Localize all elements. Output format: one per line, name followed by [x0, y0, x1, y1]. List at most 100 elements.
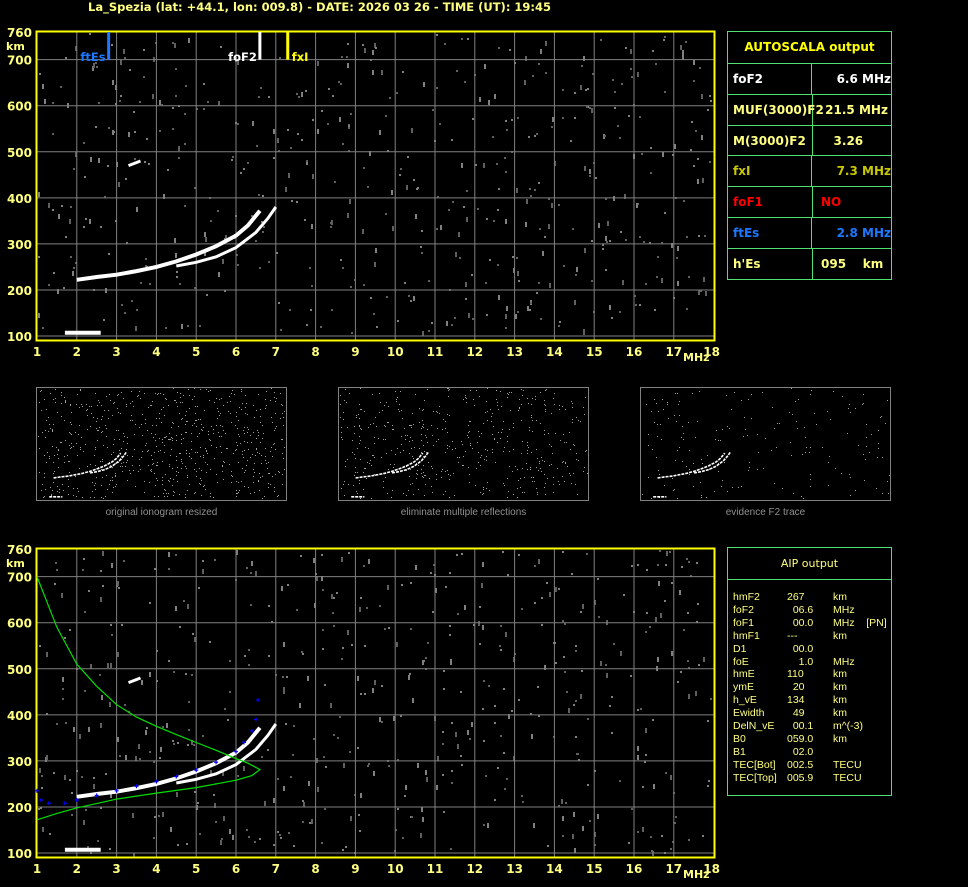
noise-echo: [527, 445, 528, 446]
noise-echo: [777, 423, 778, 424]
noise-echo: [418, 489, 419, 490]
aip-value: 110: [787, 668, 804, 681]
noise-echo: [441, 477, 442, 478]
noise-echo: [697, 603, 699, 605]
noise-echo: [275, 428, 276, 429]
noise-echo: [271, 447, 272, 448]
noise-echo: [204, 410, 205, 411]
noise-echo: [500, 649, 502, 651]
y-tick-label: 400: [7, 709, 32, 723]
noise-echo: [562, 406, 563, 407]
noise-echo: [211, 445, 212, 446]
noise-echo: [260, 442, 261, 443]
noise-echo: [379, 393, 380, 394]
noise-echo: [395, 391, 396, 392]
noise-echo: [849, 474, 850, 475]
noise-echo: [457, 744, 459, 749]
noise-echo: [86, 404, 87, 405]
noise-echo: [195, 406, 196, 407]
noise-echo: [200, 447, 201, 448]
noise-echo: [91, 406, 92, 407]
noise-echo: [77, 488, 78, 489]
noise-echo: [256, 438, 257, 439]
noise-echo: [340, 417, 341, 418]
noise-echo: [253, 432, 254, 433]
y-tick-label: 700: [7, 571, 32, 585]
noise-echo: [238, 482, 239, 483]
noise-echo: [92, 482, 93, 483]
noise-echo: [404, 282, 406, 284]
noise-echo: [342, 439, 343, 440]
noise-echo: [450, 848, 452, 850]
noise-echo: [524, 477, 525, 478]
noise-echo: [477, 208, 479, 210]
noise-echo: [271, 621, 273, 623]
noise-echo: [688, 561, 690, 563]
noise-echo: [374, 262, 376, 267]
noise-echo: [174, 238, 176, 243]
noise-echo: [553, 484, 554, 485]
noise-echo: [691, 121, 693, 123]
noise-echo: [697, 179, 699, 184]
noise-echo: [273, 444, 274, 445]
noise-echo: [121, 448, 122, 449]
noise-echo: [413, 424, 414, 425]
noise-echo: [356, 491, 357, 492]
noise-echo: [489, 490, 490, 491]
noise-echo: [138, 471, 139, 472]
noise-echo: [206, 472, 207, 473]
noise-echo: [676, 257, 678, 259]
noise-echo: [689, 450, 690, 451]
noise-echo: [518, 554, 520, 556]
y-tick-label: 500: [7, 146, 32, 160]
noise-echo: [94, 485, 95, 486]
noise-echo: [313, 558, 315, 563]
noise-echo: [540, 49, 542, 54]
noise-echo: [605, 664, 607, 666]
noise-echo: [276, 426, 277, 427]
noise-echo: [436, 411, 437, 412]
noise-echo: [440, 225, 442, 230]
noise-echo: [181, 324, 183, 329]
noise-echo: [176, 471, 177, 472]
noise-echo: [247, 414, 248, 415]
thumbnail-trace: [355, 452, 424, 479]
noise-echo: [364, 468, 365, 469]
noise-echo: [493, 426, 494, 427]
noise-echo: [102, 416, 103, 417]
noise-echo: [544, 487, 545, 488]
noise-echo: [611, 696, 613, 698]
aip-param: Ewidth: [733, 707, 765, 720]
noise-echo: [126, 242, 128, 244]
noise-echo: [387, 150, 389, 152]
noise-echo: [419, 448, 420, 449]
noise-echo: [118, 587, 120, 589]
noise-echo: [57, 486, 58, 487]
noise-echo: [372, 70, 374, 75]
noise-echo: [237, 123, 239, 125]
noise-echo: [253, 405, 254, 406]
noise-echo: [587, 718, 589, 720]
noise-echo: [105, 496, 106, 497]
noise-echo: [528, 447, 529, 448]
noise-echo: [842, 396, 843, 397]
noise-echo: [380, 402, 381, 403]
noise-echo: [639, 116, 641, 118]
noise-echo: [565, 462, 566, 463]
noise-echo: [148, 450, 149, 451]
noise-echo: [136, 309, 138, 311]
noise-echo: [855, 490, 856, 491]
noise-echo: [222, 426, 223, 427]
noise-echo: [310, 309, 312, 311]
noise-echo: [113, 403, 114, 404]
plot-frame: [35, 547, 716, 859]
noise-echo: [406, 495, 407, 496]
noise-echo: [776, 447, 777, 448]
noise-echo: [259, 473, 260, 474]
noise-echo: [673, 490, 674, 491]
noise-echo: [142, 451, 143, 452]
noise-echo: [214, 559, 216, 561]
noise-echo: [487, 388, 488, 389]
noise-echo: [135, 424, 136, 425]
noise-echo: [393, 716, 395, 721]
